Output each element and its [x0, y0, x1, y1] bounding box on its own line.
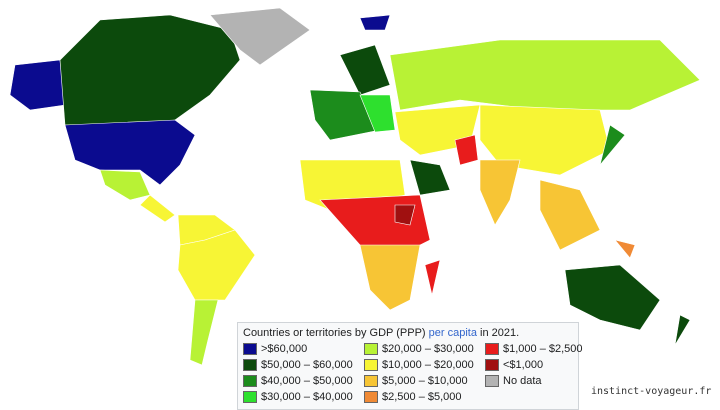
legend-item: $20,000 – $30,000: [364, 343, 474, 355]
country: [359, 94, 396, 133]
legend: Countries or territories by GDP (PPP) pe…: [237, 322, 583, 410]
country: [189, 299, 219, 366]
country: [209, 7, 311, 66]
legend-label: $1,000 – $2,500: [503, 343, 583, 355]
legend-swatch: [364, 391, 378, 403]
country: [424, 259, 441, 296]
legend-label: $2,500 – $5,000: [382, 391, 462, 403]
country: [339, 44, 391, 96]
country: [394, 204, 416, 226]
country: [389, 39, 701, 111]
legend-item: No data: [485, 375, 542, 387]
country: [479, 159, 521, 226]
country: [539, 179, 601, 251]
legend-item: $30,000 – $40,000: [243, 391, 353, 403]
country: [64, 119, 196, 186]
country: [674, 314, 691, 346]
country: [409, 159, 451, 196]
legend-item: $1,000 – $2,500: [485, 343, 583, 355]
legend-label: $10,000 – $20,000: [382, 359, 474, 371]
legend-label: $5,000 – $10,000: [382, 375, 468, 387]
legend-item: $5,000 – $10,000: [364, 375, 468, 387]
legend-label: >$60,000: [261, 343, 308, 355]
country: [359, 14, 391, 31]
legend-label: $30,000 – $40,000: [261, 391, 353, 403]
country: [454, 134, 479, 166]
legend-swatch: [243, 375, 257, 387]
legend-item: $2,500 – $5,000: [364, 391, 462, 403]
legend-swatch: [364, 375, 378, 387]
legend-label: $20,000 – $30,000: [382, 343, 474, 355]
legend-title: Countries or territories by GDP (PPP) pe…: [243, 327, 519, 339]
country: [564, 264, 661, 331]
legend-swatch: [243, 391, 257, 403]
country: [177, 229, 256, 301]
watermark: instinct-voyageur.fr: [591, 386, 712, 397]
legend-swatch: [243, 343, 257, 355]
country: [139, 194, 176, 223]
legend-label: No data: [503, 375, 542, 387]
legend-item: $40,000 – $50,000: [243, 375, 353, 387]
legend-item: <$1,000: [485, 359, 543, 371]
title-text: in 2021.: [480, 327, 520, 339]
country: [479, 104, 611, 176]
title-text: Countries or territories by GDP (PPP): [243, 327, 426, 339]
country: [614, 239, 636, 259]
legend-swatch: [364, 359, 378, 371]
country: [599, 124, 626, 166]
legend-swatch: [485, 359, 499, 371]
legend-item: $50,000 – $60,000: [243, 359, 353, 371]
legend-item: $10,000 – $20,000: [364, 359, 474, 371]
legend-item: >$60,000: [243, 343, 307, 355]
country: [99, 169, 151, 201]
country: [9, 59, 66, 111]
legend-swatch: [485, 343, 499, 355]
legend-swatch: [485, 375, 499, 387]
country: [59, 14, 241, 126]
country: [309, 89, 381, 141]
legend-label: <$1,000: [503, 359, 544, 371]
legend-label: $50,000 – $60,000: [261, 359, 353, 371]
legend-swatch: [243, 359, 257, 371]
country: [359, 244, 421, 311]
legend-label: $40,000 – $50,000: [261, 375, 353, 387]
legend-swatch: [364, 343, 378, 355]
title-link[interactable]: per capita: [428, 327, 477, 339]
